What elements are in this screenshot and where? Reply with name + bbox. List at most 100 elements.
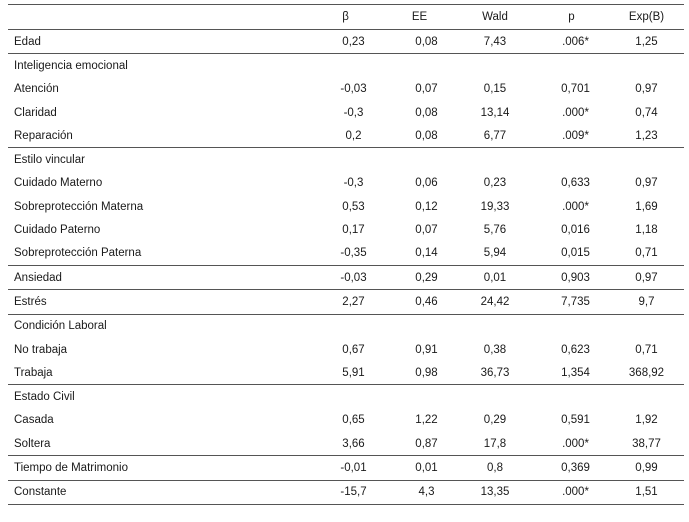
p-value: 0,015 xyxy=(561,247,590,260)
expb-value: 1,25 xyxy=(609,28,684,54)
row-label: Edad xyxy=(8,28,308,54)
ee-value: 0,07 xyxy=(415,83,438,96)
beta-value: -0,03 xyxy=(308,264,383,290)
table-row: Reparación 0,2 0,08 6,77 .009* 1,23 xyxy=(8,124,684,148)
expb-value: 9,7 xyxy=(609,289,684,315)
p-value: 0,701 xyxy=(561,83,590,96)
beta-value: -0,3 xyxy=(343,177,364,190)
beta-value: 2,27 xyxy=(308,289,383,315)
beta-value xyxy=(308,147,383,172)
table-header-row: β EE Wald p Exp(B) xyxy=(8,4,684,30)
header-p: p xyxy=(534,4,609,30)
expb-value: 0,97 xyxy=(635,177,658,190)
ee-value xyxy=(383,53,456,78)
beta-value: 0,53 xyxy=(342,200,365,213)
p-value xyxy=(534,147,609,172)
row-label: Casada xyxy=(14,414,54,427)
table-body: Edad 0,23 0,08 7,43.006* 1,25 Inteligencia em… xyxy=(8,28,684,505)
ee-value: 1,22 xyxy=(415,414,438,427)
expb-value: 368,92 xyxy=(628,366,665,379)
wald-value xyxy=(456,147,534,172)
ee-value: 0,29 xyxy=(383,264,456,290)
row-label: Cuidado Paterno xyxy=(14,224,101,237)
p-value: 1,354 xyxy=(561,366,590,379)
ee-value: 0,87 xyxy=(415,437,438,450)
table-row: Claridad -0,3 0,08 13,14 .000* 0,74 xyxy=(8,101,684,124)
beta-value: -0,01 xyxy=(308,455,383,481)
ee-value: 0,06 xyxy=(415,177,438,190)
table-group-row: Condición Laboral xyxy=(8,313,684,338)
expb-value: 0,71 xyxy=(635,343,658,356)
expb-value: 0,97 xyxy=(609,264,684,290)
ee-value: 0,08 xyxy=(383,28,456,54)
row-label: Cuidado Materno xyxy=(14,177,103,190)
wald-value: 17,8 xyxy=(483,437,507,450)
row-label: Atención xyxy=(14,83,59,96)
expb-value: 1,92 xyxy=(635,414,658,427)
group-label: Estado Civil xyxy=(8,384,308,409)
beta-value: 0,2 xyxy=(345,129,362,142)
wald-value: 0,38 xyxy=(483,343,507,356)
p-value: .000* xyxy=(534,479,609,505)
expb-value xyxy=(609,147,684,172)
row-label: Sobreprotección Materna xyxy=(14,200,144,213)
ee-value: 4,3 xyxy=(383,479,456,505)
p-value: 0,623 xyxy=(561,343,590,356)
expb-value: 1,23 xyxy=(635,129,658,142)
table-row: Casada 0,65 1,22 0,29 0,591 1,92 xyxy=(8,409,684,432)
table-row: Trabaja 5,91 0,98 36,73 1,354 368,92 xyxy=(8,361,684,385)
header-beta: β xyxy=(308,4,383,30)
p-value xyxy=(534,53,609,78)
wald-value: 19,33 xyxy=(480,200,510,213)
header-expb: Exp(B) xyxy=(609,4,684,30)
beta-value: 0,65 xyxy=(342,414,365,427)
expb-value xyxy=(609,384,684,409)
wald-value: 0,8 xyxy=(456,455,534,481)
beta-value xyxy=(308,313,383,338)
expb-value: 0,71 xyxy=(635,247,658,260)
ee-value: 0,12 xyxy=(415,200,438,213)
beta-value: -0,3 xyxy=(343,106,364,119)
p-value: 0,903 xyxy=(534,264,609,290)
group-label: Inteligencia emocional xyxy=(8,53,308,78)
p-value: 0,591 xyxy=(561,414,590,427)
table-row: No trabaja 0,67 0,91 0,38 0,623 0,71 xyxy=(8,338,684,361)
table-group-row: Inteligencia emocional xyxy=(8,53,684,78)
ee-value xyxy=(383,384,456,409)
wald-value: 0,23 xyxy=(483,177,507,190)
row-label: Sobreprotección Paterna xyxy=(14,247,142,260)
p-value: 0,369 xyxy=(534,455,609,481)
row-label: No trabaja xyxy=(14,343,68,356)
expb-value: 0,97 xyxy=(635,83,658,96)
table-row: Sobreprotección Paterna -0,35 0,14 5,94 0,01… xyxy=(8,242,684,266)
expb-value: 1,18 xyxy=(635,224,658,237)
beta-value: -0,03 xyxy=(340,83,367,96)
wald-value: 7,43 xyxy=(456,28,534,54)
ee-value: 0,07 xyxy=(415,224,438,237)
p-value: 7,735 xyxy=(534,289,609,315)
regression-table-document: β EE Wald p Exp(B) Edad 0,23 0,08 7,43.006*… xyxy=(8,4,684,505)
table-row: Edad 0,23 0,08 7,43.006* 1,25 xyxy=(8,28,684,54)
beta-value: -0,35 xyxy=(340,247,367,260)
ee-value: 0,91 xyxy=(415,343,438,356)
table-row: Atención -0,03 0,07 0,15 0,701 0,97 xyxy=(8,78,684,101)
wald-value xyxy=(456,313,534,338)
expb-value xyxy=(609,53,684,78)
row-label: Constante xyxy=(8,479,308,505)
row-label: Tiempo de Matrimonio xyxy=(8,455,308,481)
table-row: Ansiedad -0,03 0,29 0,01 0,903 0,97 xyxy=(8,264,684,290)
wald-value: 13,14 xyxy=(480,106,510,119)
p-value: .009* xyxy=(562,129,589,142)
row-label: Trabaja xyxy=(14,366,53,379)
wald-value xyxy=(456,53,534,78)
table-row: Soltera 3,66 0,87 17,8 .000* 38,77 xyxy=(8,432,684,456)
ee-value: 0,01 xyxy=(383,455,456,481)
beta-value xyxy=(308,53,383,78)
p-value: .006* xyxy=(534,28,609,54)
table-row: Sobreprotección Materna 0,53 0,12 19,33 .000… xyxy=(8,195,684,218)
p-value: 0,633 xyxy=(561,177,590,190)
ee-value xyxy=(383,313,456,338)
wald-value: 24,42 xyxy=(456,289,534,315)
wald-value: 0,15 xyxy=(483,83,507,96)
row-label: Ansiedad xyxy=(8,264,308,290)
